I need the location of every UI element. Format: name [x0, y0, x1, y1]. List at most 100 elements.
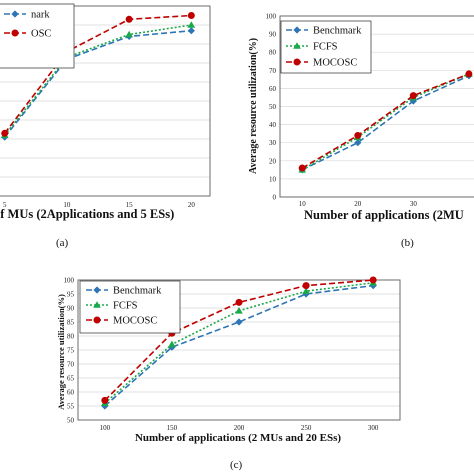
y-tick-label: 65 [67, 375, 75, 383]
x-tick-label: 15 [126, 201, 134, 209]
panel-c-ylabel: Average resource utilization(%) [56, 294, 66, 410]
x-tick-label: 10 [299, 200, 307, 208]
panel-a-plot-frame [0, 5, 211, 197]
y-tick-label: 20 [269, 157, 277, 165]
data-point-2-0 [298, 164, 306, 172]
legend-label-2: MOCOSC [313, 58, 357, 69]
series-line-2 [301, 73, 470, 169]
y-tick-label: 50 [269, 103, 277, 111]
y-tick-label: 80 [269, 49, 277, 57]
data-point-2-4 [369, 276, 377, 284]
data-point-2-2 [125, 15, 133, 23]
series-line-1 [301, 73, 470, 171]
legend-label-2: MOCOSC [113, 316, 157, 327]
y-tick-label: 75 [67, 347, 75, 355]
y-tick-label: 85 [67, 319, 75, 327]
legend-label-0: nark [31, 10, 50, 21]
legend-label-2: OSC [31, 29, 51, 40]
panel-c-plot-frame [77, 279, 401, 421]
y-tick-label: 95 [67, 291, 75, 299]
data-point-2-1 [354, 131, 362, 139]
series-line-1 [4, 24, 192, 136]
panel-c-legend: Benchmark FCFS MOCOSC [79, 280, 181, 334]
legend-marker-1 [293, 42, 301, 49]
panel-b-xlabel: Number of applications (2MU [304, 208, 464, 222]
legend-label-0: Benchmark [313, 26, 362, 37]
y-tick-label: 70 [67, 361, 75, 369]
legend-marker-1 [93, 301, 101, 308]
legend-label-0: Benchmark [113, 286, 162, 297]
y-tick-label: 10 [269, 175, 277, 183]
data-point-2-2 [235, 298, 243, 306]
panel-a-ticks: 5 10 15 20 [3, 201, 195, 209]
y-tick-label: 90 [269, 31, 277, 39]
data-point-0-3 [187, 27, 195, 35]
panel-c-xlabel: Number of applications (2 MUs and 20 ESs… [135, 432, 341, 444]
data-point-0-2 [235, 318, 243, 326]
legend-marker-0 [11, 10, 19, 18]
panel-b-plot-frame [279, 15, 474, 198]
data-point-1-2 [125, 30, 133, 38]
data-point-2-2 [409, 92, 417, 100]
series-line-0 [104, 284, 374, 407]
y-tick-label: 90 [67, 305, 75, 313]
y-tick-label: 50 [67, 417, 75, 425]
data-point-1-1 [168, 340, 176, 348]
legend-marker-0 [93, 286, 101, 294]
panel-b-caption: (b) [401, 237, 414, 249]
x-tick-label: 30 [410, 200, 418, 208]
x-tick-label: 150 [167, 424, 178, 432]
x-tick-label: 5 [3, 201, 7, 209]
legend-marker-2 [11, 29, 19, 37]
panel-b-ticks: 0 10 20 30 40 50 60 70 80 90 100 10 20 30 [266, 13, 418, 209]
x-tick-label: 300 [368, 424, 379, 432]
panel-a: 5 10 15 20 nark OSC of MUs (2Applications an… [0, 3, 211, 249]
panel-c-caption: (c) [230, 459, 243, 471]
x-tick-label: 250 [301, 424, 312, 432]
legend-marker-0 [293, 26, 301, 34]
legend-marker-2 [293, 58, 301, 66]
data-point-1-2 [235, 307, 243, 314]
data-point-2-3 [302, 282, 310, 290]
legend-marker-2 [93, 316, 101, 324]
y-tick-label: 60 [269, 85, 277, 93]
y-tick-label: 30 [269, 139, 277, 147]
data-point-2-0 [1, 129, 9, 137]
panel-b: 0 10 20 30 40 50 60 70 80 90 100 10 20 30 Benchmark FC… [248, 13, 474, 249]
y-tick-label: 80 [67, 333, 75, 341]
panel-b-series [298, 70, 473, 174]
panel-c: 50 55 60 65 70 75 80 85 90 95 100 100 150 200 250 300 B… [56, 276, 401, 471]
series-line-2 [104, 279, 374, 401]
y-tick-label: 55 [67, 403, 75, 411]
y-tick-label: 100 [266, 13, 277, 21]
x-tick-label: 100 [100, 424, 111, 432]
legend-label-1: FCFS [313, 42, 338, 53]
panel-c-ticks: 50 55 60 65 70 75 80 85 90 95 100 100 150 200 250 300 [64, 277, 379, 433]
series-line-2 [4, 14, 192, 134]
y-tick-label: 70 [269, 67, 277, 75]
x-tick-label: 200 [234, 424, 245, 432]
data-point-1-3 [302, 287, 310, 294]
x-tick-label: 20 [354, 200, 362, 208]
panel-b-legend: Benchmark FCFS MOCOSC [280, 20, 372, 74]
data-point-2-3 [187, 12, 195, 19]
data-point-1-3 [187, 21, 196, 28]
y-tick-label: 100 [64, 277, 75, 285]
panel-b-ylabel: Average resource utilization(%) [248, 38, 259, 174]
panel-c-series [101, 276, 377, 410]
legend-label-1: FCFS [113, 301, 138, 312]
series-line-0 [4, 29, 192, 138]
y-tick-label: 60 [67, 389, 75, 397]
y-tick-label: 0 [273, 194, 277, 202]
x-tick-label: 10 [63, 201, 71, 209]
y-tick-label: 40 [269, 121, 277, 129]
panel-a-xlabel: of MUs (2Applications and 5 ESs) [0, 207, 174, 221]
data-point-2-0 [101, 396, 109, 404]
data-point-2-3 [465, 70, 473, 78]
panel-a-legend: nark OSC [0, 3, 75, 69]
x-tick-label: 20 [188, 201, 196, 209]
panel-a-caption: (a) [56, 237, 69, 249]
series-line-0 [301, 75, 470, 171]
data-point-0-1 [354, 139, 362, 147]
